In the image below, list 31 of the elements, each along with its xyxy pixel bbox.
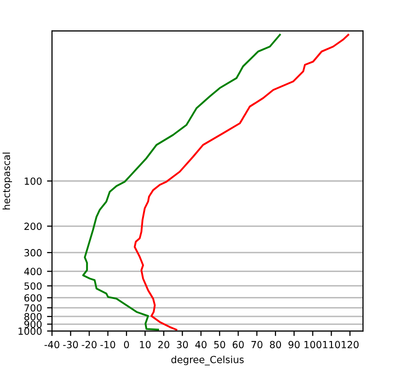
y-tick-label: 700: [24, 304, 42, 312]
y-tick-label: 600: [24, 294, 42, 302]
x-tick-label: 110: [323, 340, 340, 348]
y-tick-label: 100: [24, 177, 42, 185]
x-tick-label: 120: [342, 340, 359, 348]
x-tick-label: 60: [232, 340, 244, 348]
x-tick-label: -30: [63, 340, 78, 348]
x-axis-title: degree_Celsius: [171, 356, 244, 366]
x-tick-label: -10: [100, 340, 116, 348]
x-tick-label: 40: [195, 340, 207, 348]
x-tick-label: -40: [44, 340, 60, 348]
y-tick-label: 800: [24, 312, 42, 320]
x-tick-label: -20: [82, 340, 97, 348]
x-tick-label: 30: [176, 340, 188, 348]
y-tick-label: 900: [24, 320, 42, 328]
y-tick-label: 500: [24, 282, 42, 290]
line-series: [134, 34, 350, 331]
x-tick-label: 0: [124, 340, 129, 348]
x-tick-label: 20: [158, 340, 170, 348]
x-tick-label: 10: [140, 340, 151, 348]
x-tick-label: 90: [288, 340, 300, 348]
y-tick-label: 1000: [18, 327, 42, 335]
x-tick-label: 100: [304, 340, 322, 348]
y-tick-label: 200: [24, 222, 42, 230]
x-tick-label: 80: [270, 340, 282, 348]
x-tick-label: 50: [214, 340, 226, 348]
x-tick-label: 70: [251, 340, 262, 348]
y-axis-title: hectopascal: [2, 152, 12, 210]
y-tick-label: 400: [24, 268, 42, 276]
y-tick-label: 300: [24, 249, 42, 256]
line-series: [82, 34, 281, 331]
